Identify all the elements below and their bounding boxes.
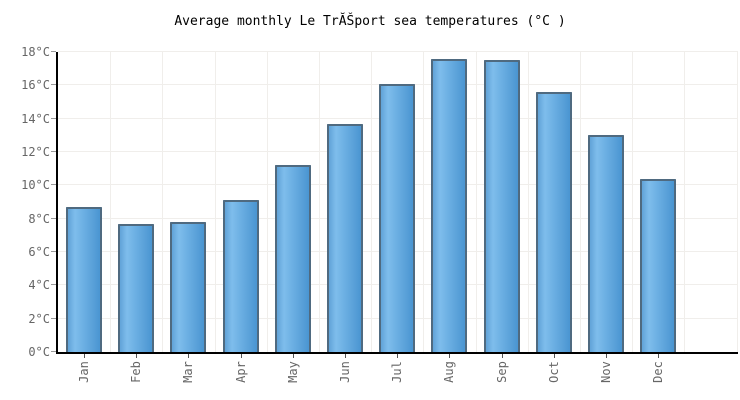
gridline-v	[319, 52, 320, 352]
gridline-v	[632, 52, 633, 352]
x-tick-label-jul: Jul	[375, 358, 419, 386]
y-axis-tick	[51, 251, 56, 252]
x-tick-label-aug: Aug	[427, 358, 471, 386]
bar-oct	[536, 92, 572, 352]
y-tick-label: 0°C	[28, 345, 50, 359]
y-axis-tick	[51, 217, 56, 219]
y-tick-label: 10°C	[21, 178, 50, 193]
gridline-v	[371, 52, 372, 352]
x-axis-tick	[345, 354, 346, 358]
y-axis-tick	[51, 284, 56, 286]
x-axis-tick	[293, 354, 294, 358]
gridline-h	[58, 51, 738, 52]
y-tick-label: 4°C	[28, 278, 50, 293]
y-axis-tick	[51, 317, 56, 319]
bar-jun	[327, 124, 363, 352]
bar-may	[275, 165, 311, 352]
x-tick-label-text: Mar	[181, 361, 195, 383]
gridline-v	[580, 52, 581, 352]
y-tick-label: 16°C	[21, 78, 50, 93]
y-axis-tick	[51, 351, 56, 352]
bar-sep	[484, 60, 520, 352]
x-axis-tick	[658, 354, 659, 358]
chart-title: Average monthly Le TrĂŠport sea temperat…	[174, 14, 566, 29]
x-axis-tick	[606, 354, 607, 358]
y-axis-tick	[51, 51, 56, 52]
x-tick-label-text: Dec	[651, 361, 665, 383]
x-tick-label-oct: Oct	[532, 358, 576, 386]
x-tick-label-apr: Apr	[219, 358, 263, 386]
gridline-v	[162, 52, 163, 352]
y-tick-label: 14°C	[21, 111, 50, 126]
bar-aug	[431, 59, 467, 352]
x-axis-tick	[449, 354, 450, 358]
x-tick-label-dec: Dec	[636, 358, 680, 386]
y-tick-label: 8°C	[28, 211, 50, 226]
x-tick-label-text: Apr	[234, 361, 248, 383]
bar-jul	[379, 84, 415, 352]
x-tick-label-jan: Jan	[62, 358, 106, 386]
y-axis-tick	[51, 117, 56, 119]
y-axis-tick	[51, 184, 56, 186]
y-tick-label: 2°C	[28, 311, 50, 326]
x-axis-tick	[136, 354, 137, 358]
x-tick-label-may: May	[271, 358, 315, 386]
x-tick-label-text: Sep	[495, 361, 509, 383]
bar-nov	[588, 135, 624, 352]
gridline-v	[215, 52, 216, 352]
x-tick-label-text: Aug	[442, 361, 456, 383]
bar-apr	[223, 200, 259, 352]
bar-feb	[118, 224, 154, 352]
y-tick-label: 12°C	[21, 145, 50, 159]
y-tick-label: 6°C	[28, 245, 50, 259]
x-axis-tick	[554, 354, 555, 358]
y-axis-tick	[51, 84, 56, 86]
x-tick-label-text: Jan	[77, 361, 91, 383]
x-tick-label-text: Jul	[390, 361, 404, 383]
x-tick-label-text: Oct	[547, 361, 561, 383]
x-tick-label-text: Feb	[129, 361, 143, 383]
y-tick-label: 18°C	[21, 45, 50, 59]
y-axis-tick	[51, 151, 56, 152]
bar-jan	[66, 207, 102, 352]
x-tick-label-feb: Feb	[114, 358, 158, 386]
gridline-v	[476, 52, 477, 352]
x-tick-label-text: Nov	[599, 361, 613, 383]
bar-dec	[640, 179, 676, 352]
bar-mar	[170, 222, 206, 352]
gridline-v	[110, 52, 111, 352]
gridline-v	[423, 52, 424, 352]
gridline-v	[267, 52, 268, 352]
plot-area: 0°C 2°C 4°C 6°C 8°C 10°C 12°C 14°C 16°C 18°C Jan Fe…	[21, 45, 738, 383]
x-axis-tick	[188, 354, 189, 358]
x-axis-tick	[502, 354, 503, 358]
x-tick-label-mar: Mar	[166, 358, 210, 386]
x-axis-tick	[241, 354, 242, 358]
x-tick-label-jun: Jun	[323, 358, 367, 386]
x-axis-tick	[84, 354, 85, 358]
x-tick-label-sep: Sep	[480, 358, 524, 386]
x-tick-label-text: Jun	[338, 361, 352, 383]
gridline-v	[684, 52, 685, 352]
x-tick-label-text: May	[286, 361, 300, 383]
gridline-v	[737, 52, 738, 352]
x-axis-tick	[397, 354, 398, 358]
gridline-v	[528, 52, 529, 352]
x-tick-label-nov: Nov	[584, 358, 628, 386]
